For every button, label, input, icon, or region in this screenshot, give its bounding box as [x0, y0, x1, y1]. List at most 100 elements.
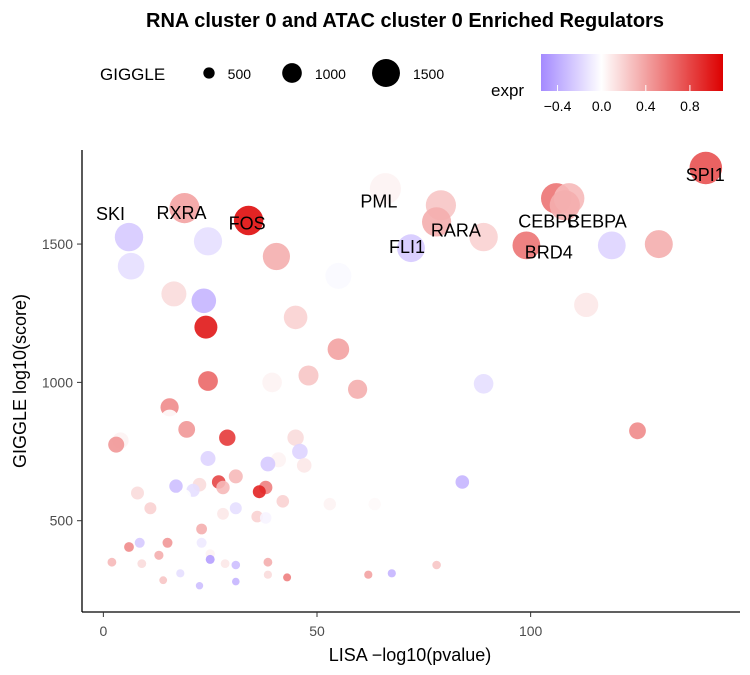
point-label: CEBPA: [567, 211, 627, 231]
data-point: [220, 559, 230, 568]
data-point: [178, 421, 196, 438]
data-point: [229, 502, 242, 515]
data-point: [160, 409, 179, 427]
data-point: [169, 193, 200, 224]
data-point: [205, 554, 215, 564]
data-point: [200, 451, 216, 466]
size-legend-circle: [282, 63, 302, 83]
point-label: PML: [360, 192, 397, 212]
data-point: [259, 512, 272, 524]
point-label: CEBPB: [518, 211, 579, 231]
size-legend-label: 1000: [315, 66, 346, 82]
data-point: [195, 582, 204, 590]
data-point: [144, 502, 157, 515]
data-point: [251, 510, 263, 523]
data-point: [298, 365, 319, 386]
data-point: [263, 557, 273, 567]
y-tick-label: 1500: [42, 236, 73, 252]
data-point: [689, 151, 723, 185]
data-point: [455, 475, 470, 489]
color-legend-tick-label: −0.4: [544, 98, 572, 114]
data-point: [262, 372, 282, 393]
data-point: [198, 371, 218, 391]
data-point: [260, 456, 276, 472]
data-point: [193, 227, 223, 256]
data-point: [629, 422, 646, 440]
data-point: [114, 222, 144, 252]
data-point: [233, 205, 264, 236]
data-point: [124, 542, 134, 552]
data-point: [231, 560, 241, 570]
data-point: [369, 173, 401, 205]
data-point: [169, 479, 183, 493]
x-tick-label: 50: [309, 623, 325, 639]
data-point: [283, 573, 292, 582]
data-point: [422, 207, 452, 237]
data-point: [194, 315, 218, 339]
data-point: [178, 489, 191, 503]
point-label: RARA: [431, 220, 481, 240]
data-point: [134, 537, 145, 548]
data-point: [397, 234, 425, 263]
color-legend-tick-label: 0.0: [592, 98, 612, 114]
x-tick-label: 100: [519, 623, 543, 639]
data-point: [262, 242, 290, 271]
data-point: [283, 305, 308, 330]
data-point: [549, 190, 580, 221]
data-point: [263, 570, 272, 579]
size-legend-title: GIGGLE: [100, 65, 165, 84]
color-legend-title: expr: [491, 81, 524, 100]
data-point: [348, 379, 368, 399]
color-legend-tick-label: 0.4: [636, 98, 656, 114]
size-legend: GIGGLE 500 1000 1500: [100, 59, 444, 87]
data-point: [473, 374, 494, 394]
data-point: [597, 231, 626, 260]
data-point: [131, 486, 144, 500]
point-label: RXRA: [157, 203, 207, 223]
size-legend-circle: [203, 67, 215, 79]
point-label: SKI: [96, 204, 125, 224]
data-point: [292, 443, 308, 460]
plot-area: SPI1RARAPMLCEBPBCEBPABRD4FLI1FOSRXRASKI …: [42, 150, 740, 639]
size-legend-circle: [372, 59, 400, 87]
point-label: SPI1: [686, 165, 725, 185]
data-point: [196, 537, 207, 548]
data-point: [217, 507, 229, 520]
data-point: [327, 338, 350, 361]
point-label: BRD4: [525, 242, 573, 262]
data-point: [107, 557, 117, 567]
data-point: [162, 537, 173, 548]
color-legend: expr −0.4 0.0 0.4 0.8: [491, 54, 723, 114]
data-point: [387, 569, 396, 578]
data-point: [117, 252, 145, 280]
point-label: FOS: [229, 214, 266, 234]
size-legend-label: 500: [228, 66, 252, 82]
data-point: [252, 485, 266, 499]
x-tick-label: 0: [99, 623, 107, 639]
data-point: [469, 222, 498, 252]
data-point: [196, 523, 208, 535]
y-tick-label: 1000: [42, 374, 73, 390]
y-axis-label: GIGGLE log10(score): [10, 294, 30, 468]
data-point: [368, 497, 381, 511]
data-point: [296, 458, 312, 473]
data-point: [161, 281, 187, 307]
data-point: [137, 559, 147, 568]
color-legend-bar: [541, 54, 723, 91]
color-legend-tick-label: 0.8: [680, 98, 700, 114]
data-point: [176, 569, 185, 578]
data-point: [276, 495, 290, 508]
data-point: [219, 429, 236, 446]
data-point: [325, 262, 352, 289]
data-point: [432, 560, 441, 570]
data-point: [191, 288, 217, 314]
data-point: [159, 576, 168, 585]
data-point: [512, 231, 541, 260]
data-point: [287, 429, 304, 446]
size-legend-label: 1500: [413, 66, 444, 82]
y-tick-label: 500: [50, 513, 74, 529]
data-point: [232, 577, 240, 586]
data-point: [154, 550, 164, 560]
point-label: FLI1: [389, 237, 425, 257]
